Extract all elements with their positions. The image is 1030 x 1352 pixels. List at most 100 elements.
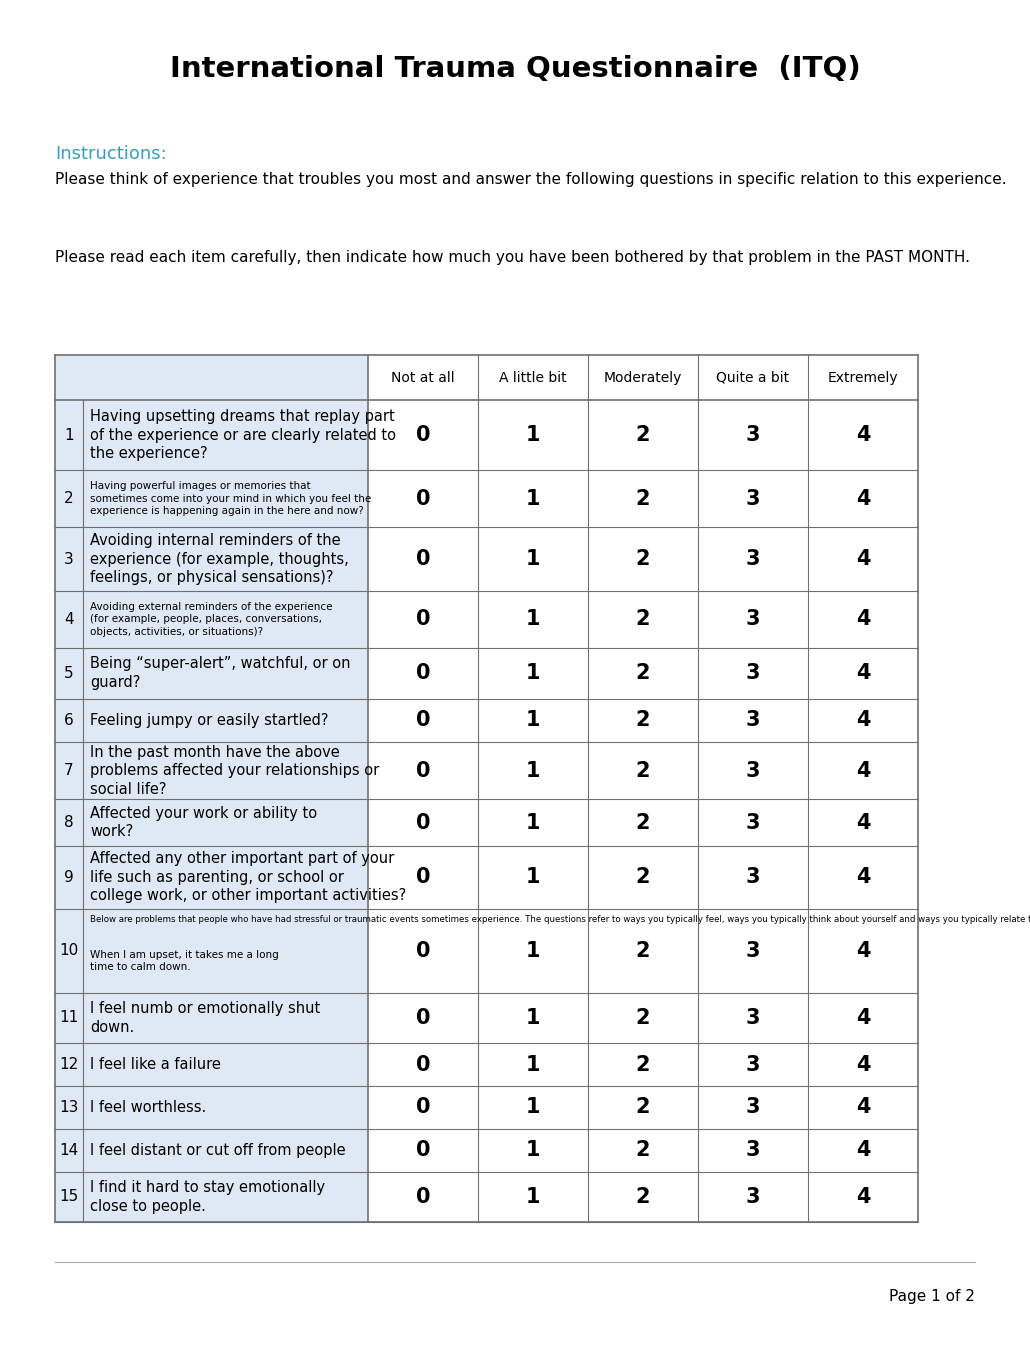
Text: Being “super-alert”, watchful, or on
guard?: Being “super-alert”, watchful, or on gua… xyxy=(90,657,350,690)
Text: 3: 3 xyxy=(746,610,760,630)
Bar xyxy=(368,356,918,1222)
Text: 0: 0 xyxy=(416,425,431,445)
Text: 3: 3 xyxy=(746,1187,760,1207)
Text: 3: 3 xyxy=(746,1140,760,1160)
Text: Affected any other important part of your
life such as parenting, or school or
c: Affected any other important part of you… xyxy=(90,852,406,903)
Text: 3: 3 xyxy=(746,710,760,730)
Text: Extremely: Extremely xyxy=(828,370,898,384)
Text: A little bit: A little bit xyxy=(500,370,567,384)
Text: 3: 3 xyxy=(746,1055,760,1075)
Text: I find it hard to stay emotionally
close to people.: I find it hard to stay emotionally close… xyxy=(90,1180,325,1214)
Text: 6: 6 xyxy=(64,713,74,727)
Text: 1: 1 xyxy=(525,868,541,887)
Text: 9: 9 xyxy=(64,869,74,886)
Text: 1: 1 xyxy=(525,489,541,508)
Text: 3: 3 xyxy=(746,489,760,508)
Text: 3: 3 xyxy=(746,813,760,833)
Text: 2: 2 xyxy=(636,610,650,630)
Text: 1: 1 xyxy=(525,1140,541,1160)
Text: 1: 1 xyxy=(525,813,541,833)
Text: 2: 2 xyxy=(636,425,650,445)
Text: 4: 4 xyxy=(856,761,870,781)
Text: 1: 1 xyxy=(525,1055,541,1075)
Text: 2: 2 xyxy=(636,1187,650,1207)
Text: 0: 0 xyxy=(416,1007,431,1028)
Text: 0: 0 xyxy=(416,941,431,961)
Text: 0: 0 xyxy=(416,710,431,730)
Text: 2: 2 xyxy=(636,941,650,961)
Text: 4: 4 xyxy=(856,425,870,445)
Text: 2: 2 xyxy=(636,761,650,781)
Text: Avoiding external reminders of the experience
(for example, people, places, conv: Avoiding external reminders of the exper… xyxy=(90,602,333,637)
Text: 2: 2 xyxy=(636,813,650,833)
Text: 8: 8 xyxy=(64,815,74,830)
Text: 3: 3 xyxy=(746,549,760,569)
Text: I feel worthless.: I feel worthless. xyxy=(90,1099,206,1115)
Text: I feel like a failure: I feel like a failure xyxy=(90,1057,220,1072)
Text: 1: 1 xyxy=(525,664,541,683)
Text: Instructions:: Instructions: xyxy=(55,145,167,164)
Text: 4: 4 xyxy=(856,868,870,887)
Text: 1: 1 xyxy=(525,1187,541,1207)
Text: Feeling jumpy or easily startled?: Feeling jumpy or easily startled? xyxy=(90,713,329,727)
Text: 0: 0 xyxy=(416,761,431,781)
Text: 0: 0 xyxy=(416,813,431,833)
Text: 2: 2 xyxy=(636,549,650,569)
Text: 2: 2 xyxy=(636,1098,650,1117)
Text: 4: 4 xyxy=(856,1007,870,1028)
Text: 4: 4 xyxy=(856,1187,870,1207)
Text: 1: 1 xyxy=(525,1098,541,1117)
Text: I feel numb or emotionally shut
down.: I feel numb or emotionally shut down. xyxy=(90,1000,320,1034)
Text: 0: 0 xyxy=(416,489,431,508)
Text: 4: 4 xyxy=(856,664,870,683)
Text: 13: 13 xyxy=(60,1099,78,1115)
Text: 3: 3 xyxy=(64,552,74,566)
Text: 15: 15 xyxy=(60,1190,78,1205)
Text: When I am upset, it takes me a long
time to calm down.: When I am upset, it takes me a long time… xyxy=(90,949,279,972)
Text: 0: 0 xyxy=(416,1187,431,1207)
Text: 4: 4 xyxy=(64,612,74,627)
Text: 0: 0 xyxy=(416,610,431,630)
Text: 5: 5 xyxy=(64,665,74,681)
Text: Please read each item carefully, then indicate how much you have been bothered b: Please read each item carefully, then in… xyxy=(55,250,970,265)
Text: Having powerful images or memories that
sometimes come into your mind in which y: Having powerful images or memories that … xyxy=(90,481,371,516)
Text: 3: 3 xyxy=(746,1007,760,1028)
Text: 0: 0 xyxy=(416,549,431,569)
Text: 0: 0 xyxy=(416,664,431,683)
Text: Below are problems that people who have had stressful or traumatic events someti: Below are problems that people who have … xyxy=(90,915,1030,925)
Text: 1: 1 xyxy=(525,549,541,569)
Text: Not at all: Not at all xyxy=(391,370,455,384)
Text: 2: 2 xyxy=(636,710,650,730)
Text: 12: 12 xyxy=(60,1057,78,1072)
Text: 4: 4 xyxy=(856,941,870,961)
Text: International Trauma Questionnaire  (ITQ): International Trauma Questionnaire (ITQ) xyxy=(170,55,860,82)
Text: 7: 7 xyxy=(64,764,74,779)
Text: 4: 4 xyxy=(856,813,870,833)
Text: 0: 0 xyxy=(416,1098,431,1117)
Text: 1: 1 xyxy=(525,425,541,445)
Text: In the past month have the above
problems affected your relationships or
social : In the past month have the above problem… xyxy=(90,745,379,798)
Text: 10: 10 xyxy=(60,944,78,959)
Text: 0: 0 xyxy=(416,868,431,887)
Text: 4: 4 xyxy=(856,710,870,730)
Text: I feel distant or cut off from people: I feel distant or cut off from people xyxy=(90,1142,346,1157)
Text: 2: 2 xyxy=(636,1055,650,1075)
Text: 1: 1 xyxy=(525,710,541,730)
Text: 1: 1 xyxy=(525,1007,541,1028)
Text: Affected your work or ability to
work?: Affected your work or ability to work? xyxy=(90,806,317,840)
Text: 2: 2 xyxy=(636,489,650,508)
Text: 3: 3 xyxy=(746,941,760,961)
Text: 3: 3 xyxy=(746,664,760,683)
Text: 4: 4 xyxy=(856,489,870,508)
Text: Quite a bit: Quite a bit xyxy=(717,370,790,384)
Text: 2: 2 xyxy=(636,664,650,683)
Text: 3: 3 xyxy=(746,425,760,445)
Text: Please think of experience that troubles you most and answer the following quest: Please think of experience that troubles… xyxy=(55,172,1006,187)
Text: Avoiding internal reminders of the
experience (for example, thoughts,
feelings, : Avoiding internal reminders of the exper… xyxy=(90,533,349,585)
Text: 4: 4 xyxy=(856,1140,870,1160)
Text: 1: 1 xyxy=(525,610,541,630)
Text: 4: 4 xyxy=(856,1098,870,1117)
Text: Moderately: Moderately xyxy=(604,370,682,384)
Text: 1: 1 xyxy=(64,427,74,442)
Text: 4: 4 xyxy=(856,549,870,569)
